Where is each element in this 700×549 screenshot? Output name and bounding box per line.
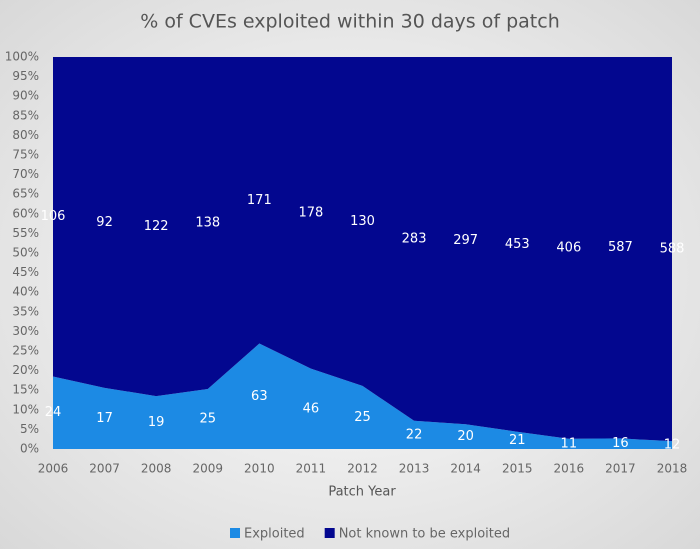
x-tick-label: 2018 xyxy=(657,462,688,476)
data-label: 20 xyxy=(457,429,474,444)
data-label: 106 xyxy=(41,209,66,224)
y-tick-label: 100% xyxy=(5,50,39,64)
y-tick-label: 65% xyxy=(12,187,39,201)
data-label: 283 xyxy=(402,231,427,246)
data-label: 21 xyxy=(509,433,526,448)
data-label: 406 xyxy=(556,240,581,255)
data-label: 17 xyxy=(96,411,113,426)
y-tick-label: 0% xyxy=(20,442,39,456)
x-tick-label: 2007 xyxy=(89,462,120,476)
x-tick-label: 2014 xyxy=(450,462,481,476)
data-label: 46 xyxy=(303,401,320,416)
x-tick-label: 2011 xyxy=(296,462,327,476)
area xyxy=(53,343,672,449)
x-tick-label: 2013 xyxy=(399,462,430,476)
data-label: 587 xyxy=(608,240,633,255)
legend-label: Not known to be exploited xyxy=(339,527,510,542)
x-tick-label: 2009 xyxy=(192,462,223,476)
y-tick-label: 55% xyxy=(12,226,39,240)
data-label: 25 xyxy=(199,412,216,427)
y-tick-label: 70% xyxy=(12,167,39,181)
y-tick-label: 30% xyxy=(12,324,39,338)
data-label: 138 xyxy=(195,216,220,231)
data-label: 453 xyxy=(505,237,530,252)
data-label: 22 xyxy=(406,427,423,442)
data-label: 11 xyxy=(561,436,578,451)
y-tick-label: 40% xyxy=(12,285,39,299)
y-tick-label: 20% xyxy=(12,363,39,377)
data-label: 19 xyxy=(148,415,165,430)
data-label: 171 xyxy=(247,193,272,208)
x-tick-label: 2016 xyxy=(554,462,585,476)
data-label: 24 xyxy=(45,405,62,420)
y-tick-label: 35% xyxy=(12,304,39,318)
data-label: 297 xyxy=(453,233,478,248)
y-tick-label: 50% xyxy=(12,246,39,260)
x-axis-label: Patch Year xyxy=(328,485,396,500)
data-label: 16 xyxy=(612,436,629,451)
y-tick-label: 45% xyxy=(12,265,39,279)
y-tick-label: 75% xyxy=(12,148,39,162)
y-tick-label: 90% xyxy=(12,89,39,103)
data-label: 63 xyxy=(251,389,268,404)
y-tick-label: 25% xyxy=(12,344,39,358)
y-tick-label: 85% xyxy=(12,108,39,122)
x-tick-label: 2017 xyxy=(605,462,636,476)
area xyxy=(53,57,672,442)
data-label: 588 xyxy=(660,242,685,257)
data-label: 12 xyxy=(664,438,681,453)
legend-swatch xyxy=(230,528,240,538)
y-tick-label: 95% xyxy=(12,69,39,83)
y-tick-label: 10% xyxy=(12,402,39,416)
x-tick-label: 2015 xyxy=(502,462,533,476)
data-label: 122 xyxy=(144,219,169,234)
data-label: 92 xyxy=(96,215,113,230)
data-label: 178 xyxy=(299,205,324,220)
data-label: 130 xyxy=(350,214,375,229)
chart-title: % of CVEs exploited within 30 days of pa… xyxy=(140,11,560,33)
y-tick-label: 5% xyxy=(20,422,39,436)
y-tick-label: 80% xyxy=(12,128,39,142)
x-tick-label: 2008 xyxy=(141,462,172,476)
x-tick-label: 2012 xyxy=(347,462,378,476)
data-label: 25 xyxy=(354,410,371,425)
legend-label: Exploited xyxy=(244,527,305,542)
y-tick-label: 15% xyxy=(12,383,39,397)
legend-swatch xyxy=(324,528,335,538)
x-tick-label: 2010 xyxy=(244,462,275,476)
x-tick-label: 2006 xyxy=(38,462,69,476)
y-tick-label: 60% xyxy=(12,206,39,220)
